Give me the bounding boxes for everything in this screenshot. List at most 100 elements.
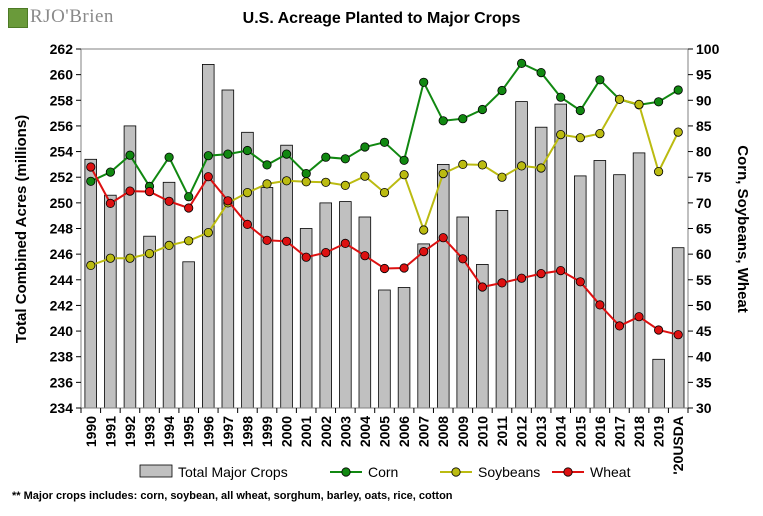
bar-total-2002 — [319, 202, 332, 409]
series-line-soybeans — [90, 98, 680, 267]
logo: RJO'Brien — [8, 6, 118, 36]
x-tick-label: 2012 — [514, 416, 530, 447]
point-corn-1994 — [164, 152, 174, 162]
left-tick-label: 240 — [50, 323, 74, 339]
point-soybeans-2004 — [360, 171, 370, 181]
point-wheat-2013 — [536, 268, 546, 279]
point-wheat-1993 — [144, 187, 155, 197]
left-tick-label: 258 — [50, 92, 74, 108]
point-soybeans-2005 — [379, 188, 390, 198]
point-corn-2009 — [458, 114, 468, 124]
point-corn-2006 — [399, 155, 409, 165]
x-tick-label: 1992 — [122, 416, 138, 447]
legend: Total Major Crops Corn Soybeans Wheat — [139, 464, 631, 480]
right-tick-label: 75 — [696, 169, 712, 185]
x-tick-label: 1990 — [83, 416, 99, 447]
left-tick-label: 244 — [50, 272, 74, 288]
point-soybeans-1998 — [242, 188, 252, 198]
point-wheat-1999 — [262, 235, 272, 245]
bar-total-1993 — [143, 235, 156, 409]
bar-total-2009 — [456, 216, 469, 409]
legend-swatch-total — [139, 464, 173, 478]
point-soybeans-2001 — [301, 177, 311, 187]
point-corn-2005 — [379, 137, 390, 147]
x-tick-label: 2009 — [455, 416, 471, 447]
point-wheat-2008 — [438, 233, 448, 243]
point-soybeans-1996 — [203, 228, 213, 238]
x-tick-label: 1996 — [200, 416, 216, 447]
point-wheat-2001 — [301, 252, 311, 262]
bars-layer — [84, 64, 685, 409]
point-soybeans-2014 — [556, 130, 566, 140]
left-tick-label: 256 — [50, 118, 74, 134]
point-corn-1995 — [184, 192, 194, 202]
x-tick-label: 1999 — [259, 416, 275, 447]
point-wheat-1992 — [125, 186, 135, 196]
axes-layer: 234 236 238 240 242 244 246 248 250 252 254 256 258 2… — [50, 41, 720, 475]
x-tick-label: 1991 — [102, 416, 118, 447]
right-tick-label: 85 — [696, 118, 712, 134]
bar-total-2019 — [652, 358, 665, 409]
left-tick-label: 254 — [50, 144, 74, 160]
x-tick-label: 1997 — [220, 416, 236, 447]
right-tick-label: 90 — [696, 92, 712, 108]
left-tick-label: 262 — [50, 41, 74, 57]
point-corn-2013 — [536, 68, 546, 78]
logo-text: RJO'Brien — [30, 6, 114, 27]
point-corn-2014 — [556, 92, 566, 102]
point-wheat-2017 — [614, 321, 625, 331]
legend-label-corn: Corn — [368, 464, 398, 480]
x-tick-label: 2005 — [377, 416, 393, 447]
point-soybeans-2015 — [575, 133, 585, 143]
point-corn-2003 — [340, 154, 350, 164]
right-tick-label: 80 — [696, 144, 712, 160]
point-soybeans-2017 — [614, 94, 625, 104]
x-tick-label: 2014 — [553, 416, 569, 447]
right-tick-label: 95 — [696, 67, 712, 83]
right-tick-label: 35 — [696, 374, 712, 390]
legend-marker-wheat — [563, 467, 573, 477]
bar-total-1992 — [123, 125, 137, 409]
x-tick-label: 2001 — [298, 416, 314, 447]
point-soybeans-1991 — [105, 253, 116, 263]
point-corn-1992 — [125, 150, 135, 160]
point-soybeans-1999 — [262, 179, 272, 189]
x-tick-label: 1993 — [142, 416, 158, 447]
point-soybeans-2007 — [419, 225, 429, 235]
point-corn-2011 — [497, 85, 507, 96]
bar-total-2003 — [339, 201, 352, 409]
point-corn-1997 — [223, 149, 233, 159]
x-tick-label: '20USDA — [670, 416, 686, 475]
point-wheat-1997 — [223, 196, 233, 206]
point-wheat-2010 — [477, 282, 487, 292]
point-soybeans-2012 — [516, 161, 527, 171]
bar-total-1995 — [182, 261, 195, 409]
left-tick-label: 246 — [50, 246, 74, 262]
point-soybeans-2011 — [497, 172, 507, 182]
point-soybeans-2019 — [653, 167, 664, 177]
point-soybeans-2009 — [458, 159, 468, 169]
point-wheat-'20USDA — [673, 330, 683, 340]
x-tick-label: 2016 — [592, 416, 608, 447]
bar-total-2018 — [632, 152, 646, 409]
point-corn-'20USDA — [673, 85, 683, 95]
left-tick-label: 238 — [50, 349, 74, 365]
point-corn-1990 — [86, 176, 96, 186]
point-corn-2016 — [595, 75, 605, 85]
y-axis-left-label: Total Combined Acres (millions) — [13, 115, 30, 343]
lines-layer — [86, 58, 683, 340]
bar-total-2014 — [554, 103, 568, 409]
point-corn-2001 — [301, 169, 311, 179]
point-soybeans-2016 — [595, 129, 605, 139]
acreage-chart: 234 236 238 240 242 244 246 248 250 252 254 256 258 2… — [13, 41, 751, 480]
point-soybeans-2010 — [477, 160, 487, 170]
left-tick-label: 260 — [50, 67, 74, 83]
bar-total-2004 — [358, 216, 372, 409]
series-line-corn — [90, 62, 679, 199]
point-wheat-1996 — [203, 172, 213, 182]
x-tick-label: 2003 — [337, 416, 353, 447]
point-wheat-1995 — [184, 203, 194, 213]
left-tick-label: 250 — [50, 195, 74, 211]
right-tick-label: 70 — [696, 195, 712, 211]
point-soybeans-2018 — [634, 99, 644, 110]
